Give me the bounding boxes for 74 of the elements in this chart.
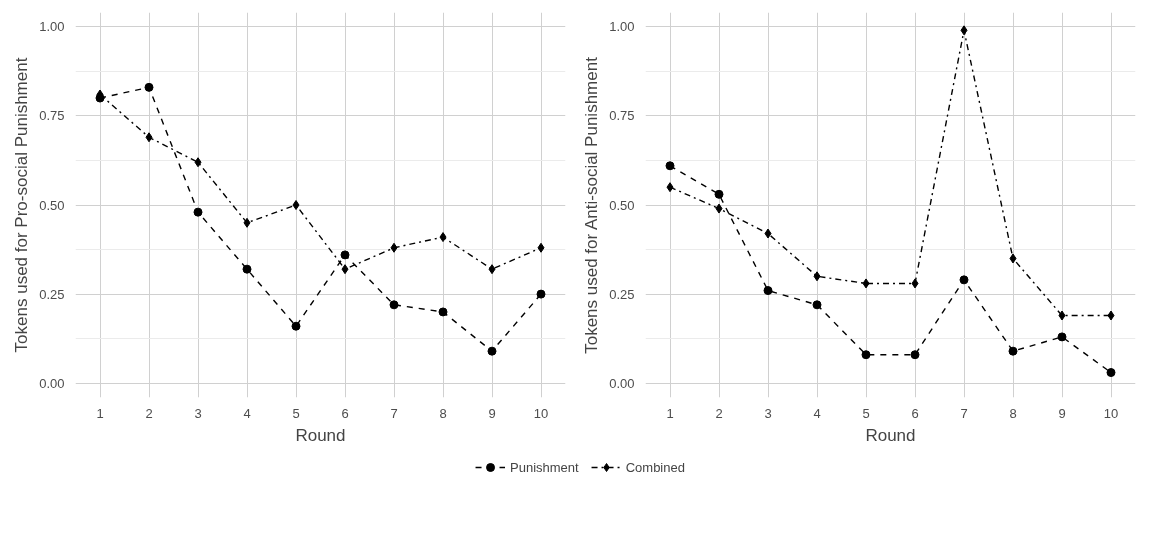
point — [390, 242, 398, 253]
point — [193, 207, 203, 217]
x-tick-label: 4 — [813, 405, 821, 421]
x-tick-label: 8 — [1009, 405, 1017, 421]
x-tick-label: 4 — [243, 405, 251, 421]
point — [488, 264, 496, 275]
y-tick-label: 0.50 — [609, 197, 635, 213]
point — [194, 157, 202, 168]
point — [292, 200, 300, 210]
point — [665, 161, 675, 171]
point — [861, 350, 871, 360]
y-tick-label: 1.00 — [39, 19, 65, 35]
x-tick-label: 10 — [1103, 405, 1119, 421]
point — [910, 350, 920, 360]
point — [1107, 310, 1115, 321]
y-tick-label: 0.00 — [39, 375, 65, 391]
point — [911, 278, 919, 289]
x-tick-label: 5 — [292, 405, 300, 421]
point — [487, 346, 497, 356]
x-tick-label: 9 — [1058, 405, 1066, 421]
point — [1009, 253, 1017, 264]
x-tick-label: 1 — [666, 405, 674, 421]
point — [666, 182, 674, 193]
x-tick-label: 2 — [145, 405, 153, 421]
legend-label: Combined — [625, 459, 685, 475]
x-axis-title: Round — [295, 425, 346, 445]
y-axis-title: Tokens used for Anti-social Punishment — [582, 56, 602, 354]
point — [145, 132, 153, 143]
point — [862, 278, 870, 289]
y-tick-label: 1.00 — [609, 19, 635, 35]
point — [242, 264, 252, 274]
point — [438, 307, 448, 317]
point — [536, 289, 546, 299]
point — [340, 250, 350, 260]
y-tick-label: 0.75 — [39, 108, 65, 124]
point — [714, 189, 724, 199]
x-tick-label: 10 — [533, 405, 549, 421]
point — [291, 321, 301, 331]
point — [764, 228, 772, 239]
point — [1057, 332, 1067, 342]
x-tick-label: 1 — [96, 405, 104, 421]
x-tick-label: 3 — [764, 405, 772, 421]
y-tick-label: 0.25 — [609, 286, 635, 302]
point — [960, 25, 968, 36]
point — [144, 82, 154, 92]
x-tick-label: 5 — [862, 405, 870, 421]
legend-label: Punishment — [510, 459, 579, 475]
point — [812, 300, 822, 310]
x-tick-label: 2 — [715, 405, 723, 421]
x-tick-label: 8 — [439, 405, 447, 421]
point — [439, 232, 447, 243]
x-tick-label: 3 — [194, 405, 202, 421]
point — [537, 242, 545, 253]
x-tick-label: 6 — [341, 405, 349, 421]
y-tick-label: 0.25 — [39, 286, 65, 302]
point — [1058, 310, 1066, 321]
point — [341, 264, 349, 275]
x-tick-label: 7 — [960, 405, 968, 421]
y-axis-title: Tokens used for Pro-social Punishment — [12, 57, 32, 353]
y-tick-label: 0.75 — [609, 108, 635, 124]
x-tick-label: 9 — [488, 405, 496, 421]
point — [715, 203, 723, 214]
point — [813, 271, 821, 282]
x-tick-label: 7 — [390, 405, 398, 421]
point — [243, 217, 251, 228]
y-tick-label: 0.00 — [609, 375, 635, 391]
x-tick-label: 6 — [911, 405, 919, 421]
point — [959, 275, 969, 285]
y-tick-label: 0.50 — [39, 197, 65, 213]
x-axis-title: Round — [865, 425, 916, 445]
point — [1008, 346, 1018, 356]
point — [763, 286, 773, 296]
point — [1106, 368, 1116, 378]
point — [389, 300, 399, 310]
